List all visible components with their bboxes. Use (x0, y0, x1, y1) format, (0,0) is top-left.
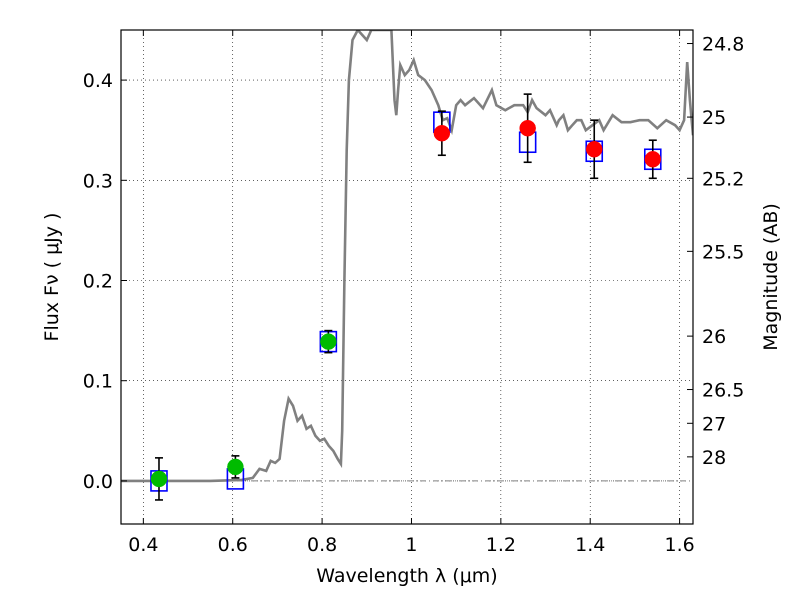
observed-point (151, 471, 167, 487)
y-tick-label: 0.1 (83, 371, 113, 393)
y-axis-title: Flux Fν ( μJy ) (41, 213, 63, 342)
x-tick-label: 0.6 (218, 534, 248, 556)
y2-tick-label: 28 (702, 447, 726, 469)
observed-point (434, 125, 450, 141)
y2-tick-label: 24.8 (702, 34, 744, 56)
observed-point (227, 459, 243, 475)
y2-axis-title: Magnitude (AB) (760, 203, 782, 351)
y-tick-label: 0.4 (83, 70, 113, 92)
y-tick-label: 0.2 (83, 271, 113, 293)
y2-tick-label: 26.5 (702, 380, 744, 402)
y2-tick-label: 25.2 (702, 168, 744, 190)
x-tick-label: 1 (405, 534, 417, 556)
y2-tick-label: 26 (702, 326, 726, 348)
observed-point (586, 141, 602, 157)
x-tick-label: 0.8 (307, 534, 337, 556)
observed-point (520, 120, 536, 136)
x-axis-title: Wavelength λ (μm) (316, 565, 497, 587)
x-tick-label: 0.4 (128, 534, 158, 556)
x-tick-label: 1.6 (664, 534, 694, 556)
sed-chart: 0.4 0.6 0.8 1 1.2 1.4 1.6 0.0 0.1 0.2 0.3 0.4 24.8 25… (0, 0, 800, 600)
observed-point (320, 334, 336, 350)
y2-tick-label: 25.5 (702, 241, 744, 263)
y2-tick-label: 25 (702, 107, 726, 129)
x-tick-label: 1.4 (575, 534, 605, 556)
y-tick-label: 0.3 (83, 170, 113, 192)
observed-point (645, 151, 661, 167)
y-tick-label: 0.0 (83, 471, 113, 493)
y2-tick-label: 27 (702, 413, 726, 435)
plot-background (121, 30, 693, 524)
x-tick-label: 1.2 (486, 534, 516, 556)
